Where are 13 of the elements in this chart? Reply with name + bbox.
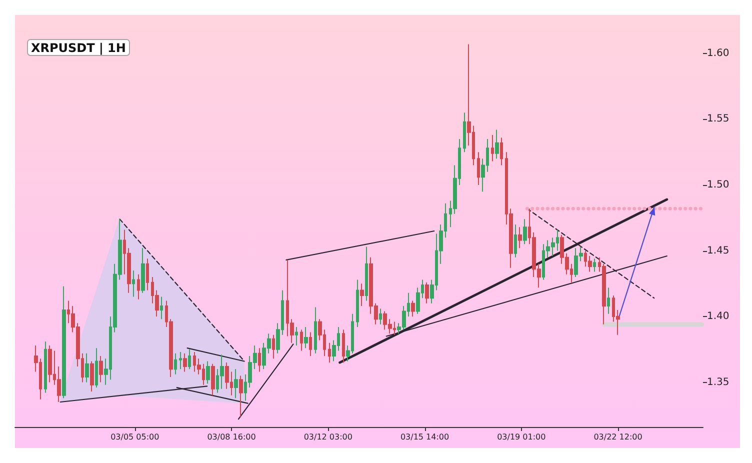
y-tick-label: 1.55	[707, 114, 730, 125]
x-tick-label: 03/15 14:00	[400, 432, 450, 442]
y-tick-label: 1.40	[707, 311, 730, 322]
x-tick-label: 03/22 12:00	[594, 432, 642, 442]
y-tick-label: 1.35	[707, 376, 730, 388]
x-tick-label: 03/08 16:00	[207, 432, 256, 442]
x-tick-label: 03/05 05:00	[110, 432, 160, 442]
x-tick-label: 03/19 01:00	[497, 432, 546, 442]
y-tick-label: 1.60	[707, 48, 730, 59]
y-tick-label: 1.45	[707, 245, 730, 256]
x-tick-label: 03/12 03:00	[304, 432, 352, 442]
y-tick-label: 1.50	[707, 179, 730, 190]
text: XRPUSDT | 1H	[31, 41, 126, 55]
